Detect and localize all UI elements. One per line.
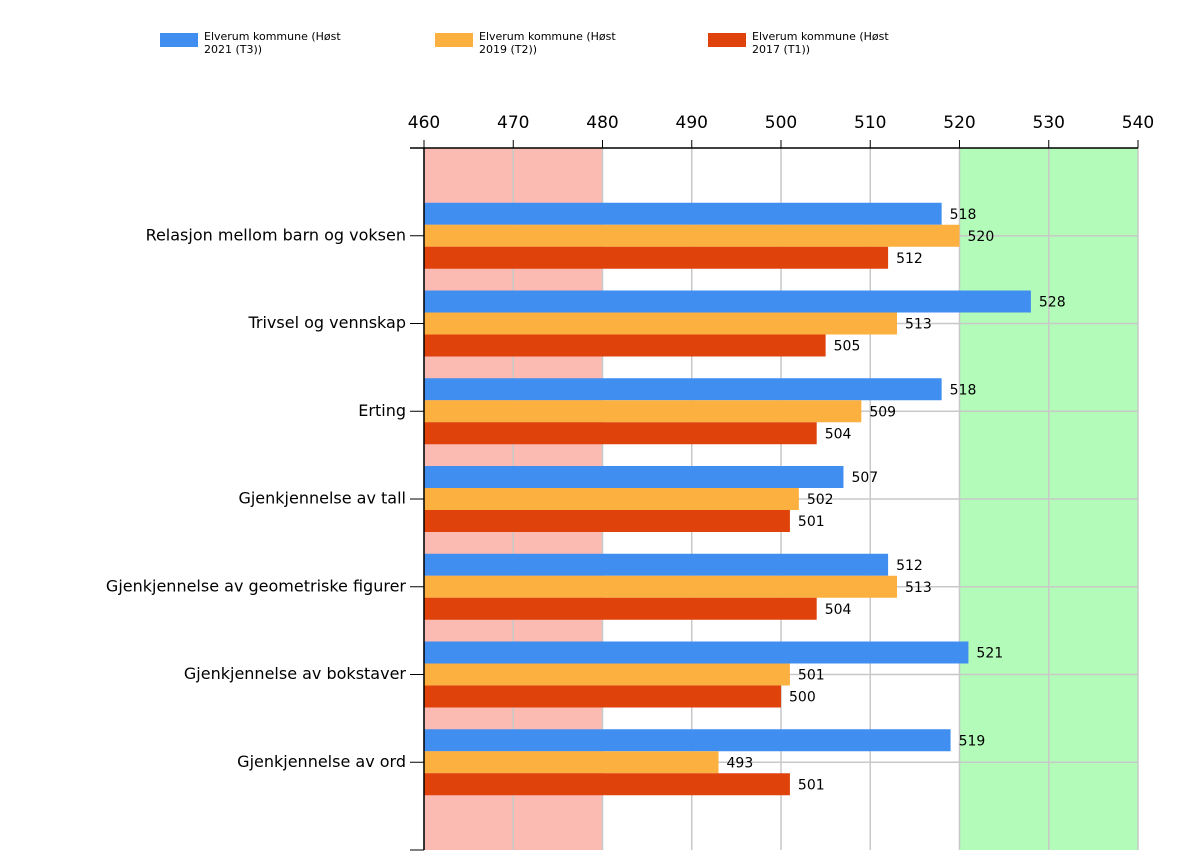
legend-label: Elverum kommune (Høst 2019 (T2))	[479, 30, 616, 56]
value-label: 513	[905, 317, 932, 333]
bar	[424, 597, 817, 620]
legend-swatch	[435, 33, 473, 47]
value-label: 528	[1039, 295, 1066, 311]
bar	[424, 510, 790, 532]
bar	[424, 422, 817, 445]
value-label: 501	[798, 668, 825, 684]
legend-entry: Elverum kommune (Høst 2019 (T2))	[435, 30, 629, 56]
bar	[424, 312, 898, 335]
bar	[424, 685, 781, 708]
value-label: 520	[968, 229, 995, 245]
value-label: 493	[727, 755, 754, 771]
y-tick-label: Relasjon mellom barn og voksen	[146, 225, 406, 244]
y-tick-label: Gjenkjennelse av tall	[238, 489, 406, 508]
legend-entry: Elverum kommune (Høst 2017 (T1))	[708, 30, 902, 56]
y-tick-label: Erting	[358, 401, 406, 420]
bar	[424, 575, 898, 598]
value-label: 512	[896, 558, 923, 574]
value-label: 512	[896, 251, 923, 267]
bar	[424, 641, 969, 664]
value-label: 505	[834, 339, 861, 355]
value-label: 518	[950, 382, 977, 398]
y-tick-label: Gjenkjennelse av bokstaver	[184, 664, 407, 683]
legend-swatch	[160, 33, 198, 47]
value-label: 504	[825, 426, 852, 442]
value-label: 504	[825, 602, 852, 618]
x-tick-label: 490	[676, 113, 708, 133]
value-label: 509	[869, 404, 896, 420]
x-tick-label: 470	[497, 113, 529, 133]
x-tick-label: 530	[1033, 113, 1065, 133]
x-tick-label: 460	[408, 113, 440, 133]
y-tick-label: Gjenkjennelse av geometriske figurer	[106, 576, 407, 595]
legend-label: Elverum kommune (Høst 2021 (T3))	[204, 30, 341, 56]
bar	[424, 751, 719, 774]
legend-entry: Elverum kommune (Høst 2021 (T3))	[160, 30, 354, 56]
bar	[424, 202, 942, 225]
x-tick-label: 520	[943, 113, 975, 133]
value-label: 519	[959, 733, 986, 749]
bar	[424, 466, 844, 488]
bar	[424, 488, 799, 510]
x-tick-label: 510	[854, 113, 886, 133]
x-tick-label: 500	[765, 113, 797, 133]
y-tick-label: Gjenkjennelse av ord	[237, 752, 406, 771]
bar	[424, 290, 1031, 313]
y-tick-label: Trivsel og vennskap	[247, 313, 406, 332]
x-tick-label: 540	[1122, 113, 1154, 133]
bar	[424, 334, 826, 357]
value-label: 501	[798, 777, 825, 793]
bar	[424, 663, 790, 686]
bar	[424, 773, 790, 796]
value-label: 502	[807, 492, 834, 508]
x-tick-label: 480	[586, 113, 618, 133]
value-label: 513	[905, 580, 932, 596]
legend-swatch	[708, 33, 746, 47]
value-label: 507	[851, 470, 878, 486]
legend-label: Elverum kommune (Høst 2017 (T1))	[752, 30, 889, 56]
bar	[424, 246, 889, 269]
bar	[424, 400, 862, 423]
bar	[424, 378, 942, 401]
value-label: 521	[976, 646, 1003, 662]
value-label: 500	[789, 690, 816, 706]
bar	[424, 729, 951, 752]
value-label: 518	[950, 207, 977, 223]
value-label: 501	[798, 514, 825, 530]
bar	[424, 553, 889, 576]
bar	[424, 224, 960, 247]
